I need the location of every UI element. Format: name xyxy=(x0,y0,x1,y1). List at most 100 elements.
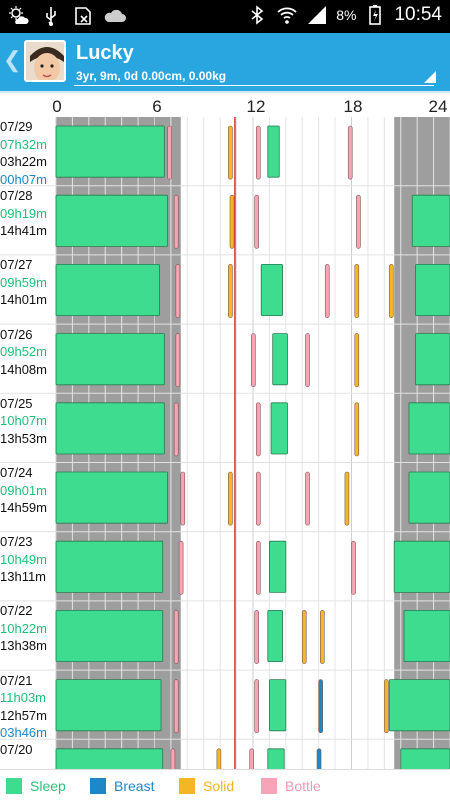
day-awake-total: 13h38m xyxy=(0,638,47,654)
tick-label-24: 24 xyxy=(428,97,448,116)
day-sleep-total: 09h01m xyxy=(0,482,47,498)
day-breast-total: 00h07m xyxy=(0,171,47,187)
legend-label-bottle: Bottle xyxy=(285,778,321,794)
legend-swatch-solid xyxy=(179,778,195,794)
day-date: 07/22 xyxy=(0,603,33,619)
event-bottle-bar xyxy=(249,748,255,769)
day-awake-total: 13h11m xyxy=(0,569,47,585)
event-solid-bar xyxy=(344,471,350,526)
day-date: 07/25 xyxy=(0,395,33,411)
day-date: 07/24 xyxy=(0,465,33,480)
event-bottle-bar xyxy=(254,679,259,734)
tick-label-18: 18 xyxy=(343,97,363,116)
event-solid-bar xyxy=(320,610,325,664)
event-bottle-bar xyxy=(251,333,256,388)
event-solid-bar xyxy=(354,402,360,457)
event-sleep-bar xyxy=(272,333,288,386)
legend: Sleep Breast Solid Bottle xyxy=(0,769,450,800)
day-label-group: 07/23 10h49m 13h11m xyxy=(0,533,56,586)
day-sleep-total: 09h19m xyxy=(0,205,47,221)
weather-icon xyxy=(9,6,29,24)
usb-icon xyxy=(46,7,56,26)
dropdown-indicator-icon[interactable] xyxy=(424,71,436,83)
day-awake-total: 13h53m xyxy=(0,430,47,446)
day-date: 07/27 xyxy=(0,257,33,273)
event-sleep-bar xyxy=(270,402,288,455)
bluetooth-icon xyxy=(251,5,264,25)
event-sleep-bar xyxy=(55,263,160,316)
event-sleep-bar xyxy=(393,540,450,593)
profile-name: Lucky xyxy=(76,42,134,64)
event-bottle-bar xyxy=(305,471,310,526)
day-label-group: 07/25 10h07m 13h53m xyxy=(0,395,56,448)
event-sleep-bar xyxy=(267,609,283,662)
event-solid-bar xyxy=(229,194,235,249)
event-sleep-bar xyxy=(55,125,165,178)
day-label-group: 07/24 09h01m 14h59m xyxy=(0,464,56,517)
event-solid-bar xyxy=(216,748,222,769)
event-solid-bar xyxy=(354,333,360,388)
event-solid-bar xyxy=(228,471,233,526)
event-bottle-bar xyxy=(254,610,259,664)
day-awake-total: 12h57m xyxy=(0,707,47,723)
legend-item-breast: Breast xyxy=(90,778,154,794)
event-sleep-bar xyxy=(403,610,450,662)
day-sleep-total: 10h07m xyxy=(0,413,47,429)
legend-swatch-sleep xyxy=(6,778,22,794)
event-solid-bar xyxy=(301,610,307,664)
timeline-chart[interactable]: 07/29 07h32m 03h22m 00h07m 07/28 09h19m 14h41m… xyxy=(0,117,450,769)
event-bottle-bar xyxy=(175,333,181,388)
day-label-group: 07/22 10h22m 13h38m xyxy=(0,602,56,655)
event-bottle-bar xyxy=(356,194,361,249)
day-sleep-total: 10h49m xyxy=(0,551,47,567)
battery-percent: 8% xyxy=(336,7,357,23)
day-label-group: 07/26 09h52m 14h08m xyxy=(0,326,56,379)
legend-item-bottle: Bottle xyxy=(261,778,321,794)
day-sleep-total: 09h52m xyxy=(0,344,47,360)
day-label-group: 07/28 09h19m 14h41m xyxy=(0,187,56,240)
legend-label-sleep: Sleep xyxy=(30,778,66,794)
back-chevron-icon[interactable]: ❮ xyxy=(3,47,22,72)
wifi-icon xyxy=(277,7,297,24)
signal-icon xyxy=(308,6,327,24)
event-bottle-bar xyxy=(305,333,310,388)
event-bottle-bar xyxy=(255,540,261,595)
event-sleep-bar xyxy=(55,333,165,386)
event-breast-bar xyxy=(316,748,322,769)
day-date: 07/28 xyxy=(0,188,33,204)
day-label-group: 07/20 xyxy=(0,741,56,759)
event-bottle-bar xyxy=(324,264,330,318)
event-bottle-bar xyxy=(173,610,179,664)
event-bottle-bar xyxy=(170,748,176,769)
tick-label-6: 6 xyxy=(152,97,162,116)
event-sleep-bar xyxy=(269,540,287,593)
event-bottle-bar xyxy=(180,471,186,526)
event-bottle-bar xyxy=(175,264,181,318)
tick-label-12: 12 xyxy=(246,97,266,116)
event-solid-bar xyxy=(228,264,233,318)
event-sleep-bar xyxy=(55,194,169,247)
event-sleep-bar xyxy=(388,679,450,732)
avatar[interactable] xyxy=(24,40,66,82)
day-date: 07/21 xyxy=(0,672,33,688)
sim-blocked-icon xyxy=(75,7,91,25)
legend-swatch-bottle xyxy=(261,778,277,794)
cloud-icon xyxy=(104,9,126,22)
event-sleep-bar xyxy=(55,679,162,732)
event-sleep-bar xyxy=(411,194,450,247)
event-bottle-bar xyxy=(167,125,172,180)
event-solid-bar xyxy=(384,679,389,734)
day-awake-total: 14h01m xyxy=(0,292,47,308)
day-awake-total: 14h41m xyxy=(0,223,47,239)
profile-header[interactable]: ❮ Lucky 3yr, 9m, 0d 0.00cm, 0.00kg xyxy=(0,33,450,91)
event-sleep-bar xyxy=(55,540,164,593)
event-sleep-bar xyxy=(400,748,450,769)
event-bottle-bar xyxy=(178,540,184,595)
event-sleep-bar xyxy=(269,679,287,732)
battery-charging-icon xyxy=(369,5,382,25)
event-sleep-bar xyxy=(55,402,165,455)
event-solid-bar xyxy=(354,264,360,318)
event-solid-bar xyxy=(228,125,233,180)
time-axis: 0 6 12 18 24 xyxy=(0,91,450,117)
day-label-group: 07/27 09h59m 14h01m xyxy=(0,256,56,309)
